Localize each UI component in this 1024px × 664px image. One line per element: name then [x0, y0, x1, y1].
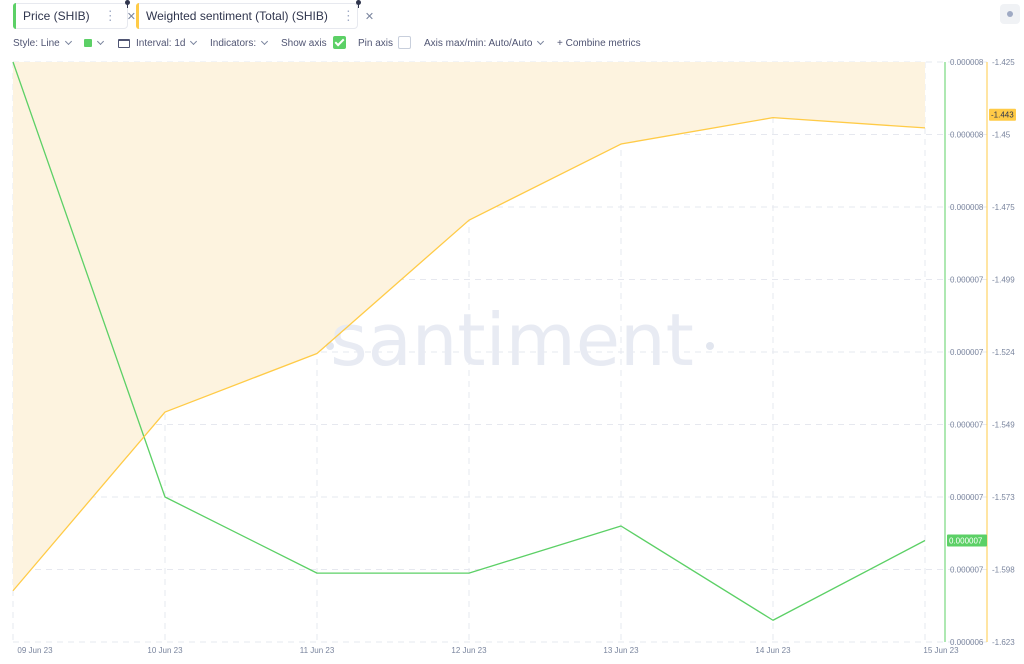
axis-minmax-label: Axis max/min: Auto/Auto	[424, 38, 533, 49]
price-axis-tick-label: 0.000007	[950, 493, 984, 502]
interval-dropdown[interactable]: Interval: 1d	[118, 37, 198, 50]
pin-axis-label: Pin axis	[358, 38, 394, 49]
settings-icon	[1007, 11, 1013, 17]
indicators-dropdown[interactable]: Indicators:	[210, 37, 269, 50]
more-options-icon[interactable]: ⋮	[103, 8, 117, 23]
tab-label: Price (SHIB)	[23, 9, 90, 23]
price-axis-tick-label: 0.000007	[950, 566, 984, 575]
settings-button[interactable]	[1000, 4, 1020, 24]
price-axis-tick-label: 0.000008	[950, 58, 984, 67]
price-axis-tick-label: 0.000008	[950, 131, 984, 140]
price-current-label: 0.000007	[949, 537, 983, 546]
indicators-label: Indicators:	[210, 38, 257, 49]
x-axis-tick-label: 15 Jun 23	[923, 646, 959, 655]
color-picker[interactable]	[84, 37, 105, 50]
sentiment-axis-tick-label: -1.499	[992, 276, 1015, 285]
price-axis-tick-label: 0.000007	[950, 348, 984, 357]
sentiment-axis-tick-label: -1.598	[992, 566, 1015, 575]
pin-icon[interactable]	[356, 0, 361, 8]
sentiment-axis-tick-label: -1.425	[992, 58, 1015, 67]
sentiment-axis-tick-label: -1.549	[992, 421, 1015, 430]
santiment-watermark: santiment	[330, 298, 694, 382]
sentiment-axis-tick-label: -1.45	[992, 131, 1011, 140]
metric-tab-sentiment[interactable]: Weighted sentiment (Total) (SHIB) ⋮ ✕	[136, 3, 374, 29]
color-swatch	[84, 39, 92, 48]
x-axis-tick-label: 14 Jun 23	[755, 646, 791, 655]
watermark-dot-left	[326, 342, 334, 350]
sentiment-axis-tick-label: -1.573	[992, 493, 1015, 502]
price-axis-tick-label: 0.000006	[950, 638, 984, 647]
axis-minmax-dropdown[interactable]: Axis max/min: Auto/Auto	[424, 37, 545, 50]
metric-tab-price[interactable]: Price (SHIB) ⋮ ✕	[13, 3, 136, 29]
x-axis-tick-label: 11 Jun 23	[300, 646, 335, 655]
pin-icon[interactable]	[125, 0, 130, 8]
sentiment-area	[13, 62, 925, 591]
x-axis-tick-label: 10 Jun 23	[147, 646, 183, 655]
calendar-icon	[118, 38, 130, 48]
price-line	[12, 61, 926, 621]
pin-axis-checkbox[interactable]	[398, 36, 411, 49]
style-label: Style: Line	[13, 38, 60, 49]
x-axis-tick-label: 09 Jun 23	[17, 646, 53, 655]
show-axis-label: Show axis	[281, 38, 327, 49]
sentiment-axis-tick-label: -1.524	[992, 348, 1015, 357]
tab-color-marker	[136, 3, 139, 29]
show-axis-checkbox[interactable]	[333, 36, 346, 49]
close-icon[interactable]: ✕	[364, 10, 375, 23]
style-dropdown[interactable]: Style: Line	[13, 37, 72, 50]
sentiment-current-badge	[989, 108, 1016, 121]
tab-color-marker	[13, 3, 16, 29]
tab-label: Weighted sentiment (Total) (SHIB)	[146, 9, 328, 23]
interval-label: Interval: 1d	[136, 38, 186, 49]
sentiment-current-label: -1.443	[991, 111, 1014, 120]
x-axis-tick-label: 12 Jun 23	[451, 646, 487, 655]
close-icon[interactable]: ✕	[126, 10, 136, 23]
axis-labels: 0.000008 0.000008 0.000008 0.000007 0.000007…	[17, 58, 1016, 655]
sentiment-area-fill	[13, 62, 925, 591]
x-axis-tick-label: 13 Jun 23	[603, 646, 639, 655]
price-axis-tick-label: 0.000007	[950, 276, 984, 285]
price-axis-tick-label: 0.000008	[950, 203, 984, 212]
more-options-icon[interactable]: ⋮	[341, 8, 355, 23]
price-current-badge	[947, 534, 987, 547]
sentiment-axis-tick-label: -1.623	[992, 638, 1015, 647]
watermark-dot-right	[706, 342, 714, 350]
combine-metrics-button[interactable]: + Combine metrics	[557, 38, 641, 49]
price-axis-tick-label: 0.000007	[950, 421, 984, 430]
sentiment-axis-tick-label: -1.475	[992, 203, 1015, 212]
series	[12, 61, 926, 621]
sentiment-line	[12, 117, 926, 592]
